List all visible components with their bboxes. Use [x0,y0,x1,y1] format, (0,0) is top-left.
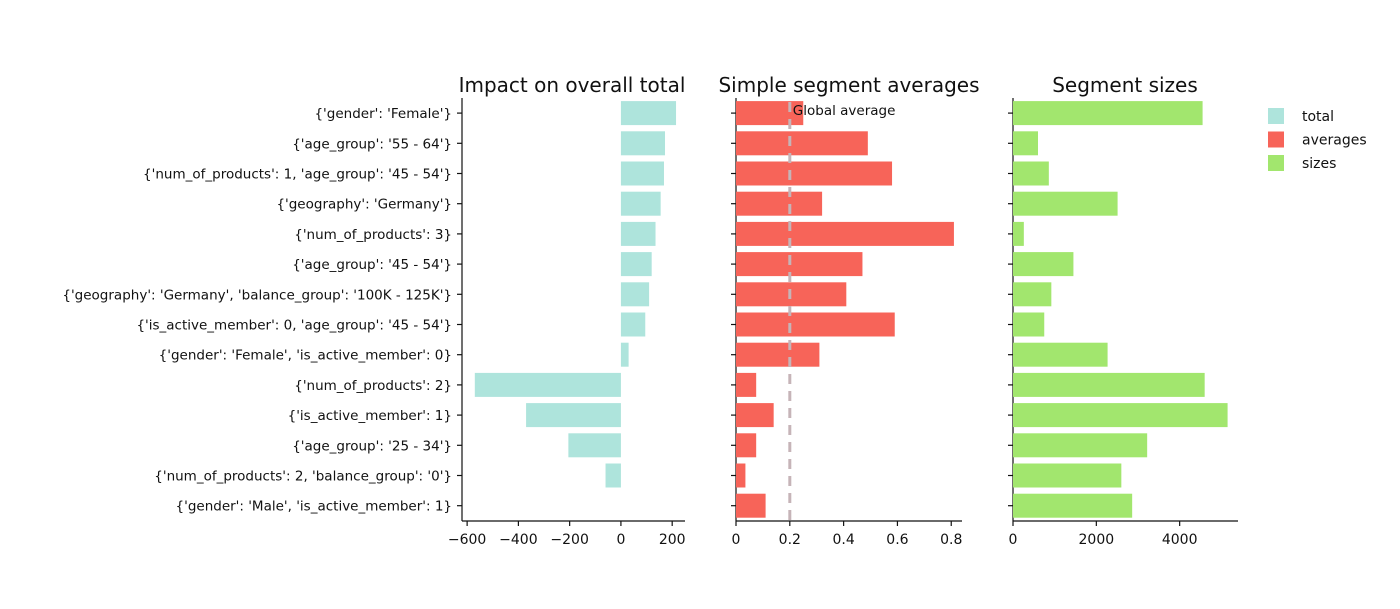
bar-sizes [1013,282,1052,307]
bar-total [620,282,650,307]
x-tick-label: 4000 [1162,532,1198,548]
bar-total [620,101,677,126]
panel-sizes: Segment sizes 0 2000 4000 [1008,73,1238,548]
bar-sizes [1013,433,1148,458]
legend-swatch-total [1268,108,1284,124]
x-tick-label: 200 [659,532,686,548]
bar-total [620,161,664,186]
bar-total [605,463,621,488]
bar-total [620,312,646,337]
bar-total [474,372,621,397]
reference-line-label: Global average [793,103,896,119]
bar-total [620,342,629,367]
bar-sizes [1013,252,1074,277]
category-label: {'gender': 'Male', 'is_active_member': 1… [176,499,452,515]
category-label: {'num_of_products': 2} [294,378,452,394]
x-tick-label: 0 [732,532,741,548]
bar-total [620,252,652,277]
bar-sizes [1013,161,1049,186]
bar-sizes [1013,191,1118,216]
bar-averages [736,131,868,156]
panel-title: Segment sizes [1052,73,1198,97]
x-tick-label: 0 [616,532,625,548]
x-tick-label: 0.2 [779,532,801,548]
bar-sizes [1013,403,1228,428]
panel-title: Simple segment averages [718,73,979,97]
bar-sizes [1013,493,1133,518]
x-tick-label: −200 [550,532,588,548]
bar-averages [736,221,954,246]
bar-averages [736,493,766,518]
category-label: {'gender': 'Female'} [314,106,452,122]
category-label: {'num_of_products': 2, 'balance_group': … [154,469,452,485]
category-label: {'is_active_member': 1} [288,408,452,424]
legend-swatch-averages [1268,131,1284,148]
bar-sizes [1013,463,1122,488]
x-tick-label: 0.4 [832,532,854,548]
panel-title: Impact on overall total [459,73,686,97]
bar-total [568,433,621,458]
bar-sizes [1013,221,1024,246]
bar-averages [736,191,823,216]
bar-sizes [1013,131,1038,156]
x-tick-label: 0.6 [886,532,908,548]
x-tick-label: 0.8 [940,532,962,548]
x-tick-label: −400 [499,532,537,548]
x-tick-label: −600 [448,532,486,548]
bar-sizes [1013,372,1205,397]
category-label: {'age_group': '25 - 34'} [292,438,452,454]
category-label: {'is_active_member': 0, 'age_group': '45… [136,318,452,334]
legend: total averages sizes [1268,108,1367,172]
legend-label-averages: averages [1302,133,1367,149]
legend-swatch-sizes [1268,155,1284,171]
bar-averages [736,342,820,367]
bar-sizes [1013,101,1203,126]
bar-averages [736,372,757,397]
bar-total [620,221,656,246]
panel-averages: Simple segment averages Global average 0 0.… [718,73,979,548]
bar-total [526,403,621,428]
bar-total [620,191,661,216]
bar-averages [736,101,804,126]
bar-averages [736,161,893,186]
category-label: {'geography': 'Germany', 'balance_group'… [62,287,452,303]
bar-total [620,131,666,156]
bar-averages [736,433,757,458]
bar-averages [736,463,746,488]
x-tick-label: 2000 [1079,532,1115,548]
legend-label-sizes: sizes [1302,156,1336,172]
bar-sizes [1013,312,1045,337]
category-label: {'num_of_products': 1, 'age_group': '45 … [143,167,452,183]
panel-total: Impact on overall total −600 −400 −200 0 200 [448,73,686,548]
bar-averages [736,312,895,337]
category-label: {'age_group': '45 - 54'} [292,257,452,273]
category-label: {'num_of_products': 3} [294,227,452,243]
bar-sizes [1013,342,1108,367]
category-labels: {'gender': 'Female'} {'age_group': '55 - … [62,106,452,515]
category-label: {'geography': 'Germany'} [276,197,452,213]
x-tick-label: 0 [1009,532,1018,548]
category-label: {'age_group': '55 - 64'} [292,136,452,152]
legend-label-total: total [1302,109,1334,125]
category-label: {'gender': 'Female', 'is_active_member':… [159,348,452,364]
bar-averages [736,403,774,428]
bar-averages [736,252,863,277]
